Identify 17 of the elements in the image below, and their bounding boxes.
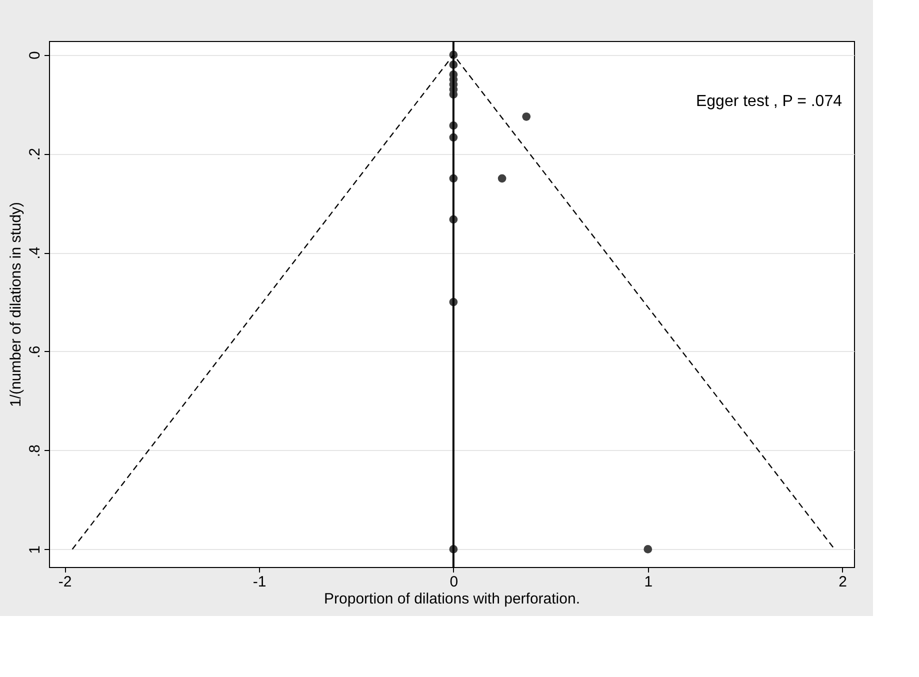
y-tick-label: .8: [26, 444, 44, 458]
y-tick-label: .4: [26, 246, 44, 260]
x-tick-label: -2: [58, 574, 72, 590]
y-tick-label: 0: [26, 51, 44, 60]
point: [644, 545, 652, 554]
y-axis-title: 1/(number of dilations in study): [8, 202, 24, 408]
annotation: Egger test , P = .074: [696, 93, 842, 110]
x-tick-label: 1: [644, 574, 653, 590]
y-tick-label: .6: [26, 346, 44, 358]
point: [522, 112, 531, 121]
x-axis-title: Proportion of dilations with perforation.: [324, 590, 580, 608]
x-tick-label: -1: [252, 574, 266, 590]
x-tick-label: 0: [450, 574, 458, 590]
y-tick-label: .2: [26, 148, 44, 160]
x-tick-label: 2: [838, 574, 848, 590]
point: [498, 174, 506, 183]
y-tick-label: 1: [26, 546, 44, 554]
